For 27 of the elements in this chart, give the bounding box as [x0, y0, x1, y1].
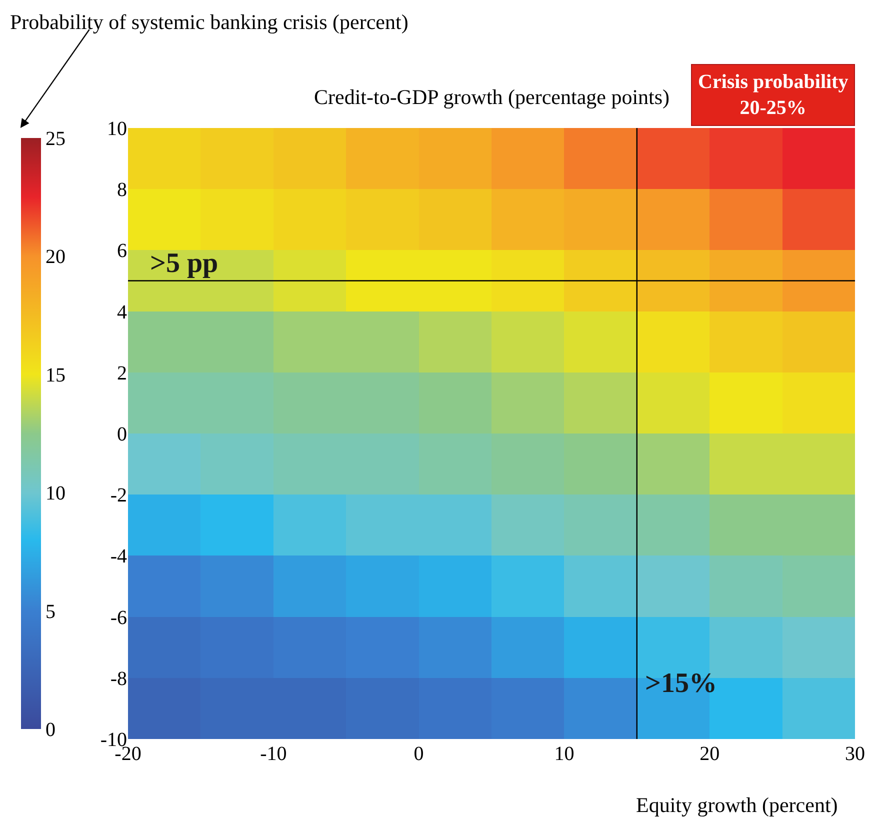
x-tick-label: 30: [845, 743, 865, 765]
color-bar-label: 15: [46, 364, 66, 386]
color-bar-label: 0: [46, 719, 56, 741]
ref-line-label: >5 pp: [150, 248, 218, 279]
color-bar-label: 25: [46, 128, 66, 150]
y-tick-label: 6: [117, 240, 127, 262]
color-bar-label: 10: [46, 482, 66, 505]
y-axis-title: Credit-to-GDP growth (percentage points): [314, 85, 670, 109]
y-tick-label: 8: [117, 179, 127, 202]
color-bar-label: 20: [46, 246, 66, 268]
color-bar-title: Probability of systemic banking crisis (percent): [10, 10, 408, 34]
y-tick-label: 10: [107, 118, 127, 140]
text: Crisis probability 20-25%: [698, 71, 848, 119]
y-tick-label: -6: [110, 606, 127, 629]
x-tick-label: -10: [260, 743, 287, 765]
y-tick-label: -2: [110, 484, 127, 507]
y-tick-label: 0: [117, 424, 127, 446]
ref-line-label: >15%: [645, 668, 717, 699]
x-tick-label: 20: [700, 743, 720, 765]
y-tick-label: -4: [110, 546, 127, 568]
x-axis-title: Equity growth (percent): [636, 793, 838, 817]
y-tick-label: 4: [117, 301, 127, 324]
y-tick-label: 2: [117, 362, 127, 384]
x-tick-label: 0: [414, 743, 424, 765]
color-bar-label: 5: [46, 600, 56, 623]
y-tick-label: -8: [110, 668, 127, 690]
x-tick-label: 10: [554, 743, 574, 765]
